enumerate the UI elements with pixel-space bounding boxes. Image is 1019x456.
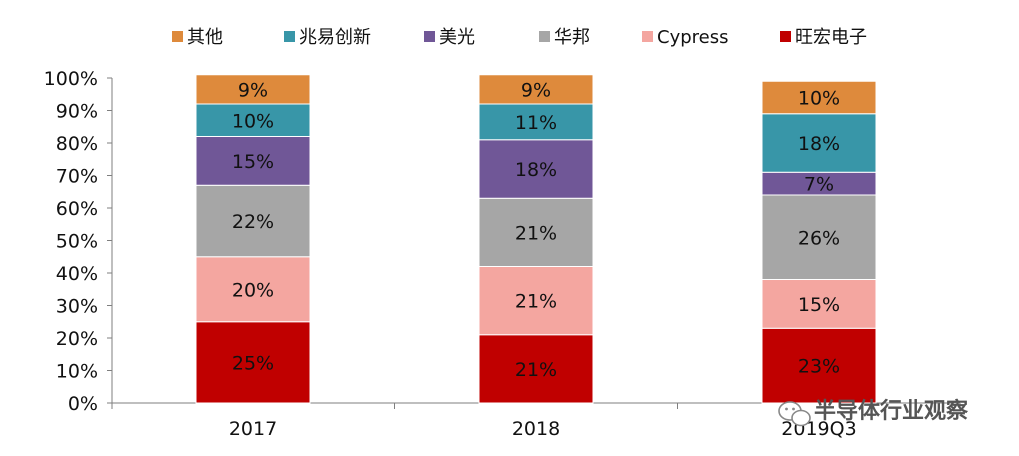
- y-tick-label: 0%: [68, 393, 98, 415]
- data-label: 18%: [515, 159, 557, 181]
- y-tick-label: 10%: [56, 361, 98, 383]
- bar-segment: [195, 256, 311, 323]
- bar-segment: [478, 197, 594, 267]
- x-category-label: 2018: [512, 418, 560, 440]
- bar-segment: [761, 80, 877, 115]
- legend-label: 兆易创新: [299, 27, 371, 48]
- data-label: 10%: [232, 110, 274, 132]
- x-category-label: 2017: [229, 418, 277, 440]
- data-label: 26%: [798, 227, 840, 249]
- data-label: 20%: [232, 279, 274, 301]
- data-label: 21%: [515, 359, 557, 381]
- legend-label: Cypress: [657, 27, 728, 48]
- data-label: 25%: [232, 352, 274, 374]
- legend-swatch: [172, 31, 183, 42]
- data-label: 15%: [798, 294, 840, 316]
- legend-label: 旺宏电子: [795, 27, 867, 48]
- y-tick-label: 30%: [56, 296, 98, 318]
- data-label: 18%: [798, 133, 840, 155]
- bar-segment: [761, 194, 877, 280]
- y-tick-label: 90%: [56, 101, 98, 123]
- legend-swatch: [780, 31, 791, 42]
- data-label: 23%: [798, 356, 840, 378]
- wechat-icon: [778, 401, 811, 427]
- y-tick-label: 50%: [56, 231, 98, 253]
- y-tick-label: 80%: [56, 133, 98, 155]
- legend-label: 美光: [439, 27, 475, 48]
- bar-segment: [478, 139, 594, 199]
- legend-swatch: [284, 31, 295, 42]
- y-tick-label: 40%: [56, 263, 98, 285]
- data-label: 10%: [798, 88, 840, 110]
- y-axis: 0% 10% 20% 30% 40% 50% 60% 70% 80% 90% 100%: [44, 68, 113, 415]
- data-label: 21%: [515, 222, 557, 244]
- legend-swatch: [539, 31, 550, 42]
- watermark: 半导体行业观察: [778, 398, 969, 427]
- bar-segment: [195, 321, 311, 404]
- y-tick-label: 60%: [56, 198, 98, 220]
- bar-segment: [478, 103, 594, 141]
- y-tick-label: 70%: [56, 166, 98, 188]
- y-tick-label: 100%: [44, 68, 98, 90]
- data-label: 21%: [515, 291, 557, 313]
- bar-segment: [761, 113, 877, 173]
- bar-segment: [195, 184, 311, 258]
- data-label: 7%: [804, 174, 834, 196]
- bar-segment: [761, 327, 877, 404]
- watermark-text: 半导体行业观察: [814, 398, 969, 424]
- bar-segment: [478, 334, 594, 404]
- legend-label: 其他: [187, 27, 223, 48]
- legend-label: 华邦: [554, 27, 590, 48]
- data-label: 22%: [232, 211, 274, 233]
- legend-swatch: [424, 31, 435, 42]
- data-label: 11%: [515, 112, 557, 134]
- data-label: 15%: [232, 151, 274, 173]
- data-label: 9%: [238, 79, 268, 101]
- bar-segment: [761, 279, 877, 329]
- bars: 25% 20% 22% 15% 10% 9% 21% 21% 21% 18% 11% 9% 23% 15%…: [195, 74, 877, 404]
- bar-segment: [195, 74, 311, 105]
- y-tick-label: 20%: [56, 328, 98, 350]
- legend-swatch: [642, 31, 653, 42]
- bar-segment: [195, 103, 311, 137]
- data-label: 9%: [521, 79, 551, 101]
- legend: 其他 兆易创新 美光 华邦 Cypress 旺宏电子: [172, 27, 867, 48]
- bar-segment: [478, 74, 594, 105]
